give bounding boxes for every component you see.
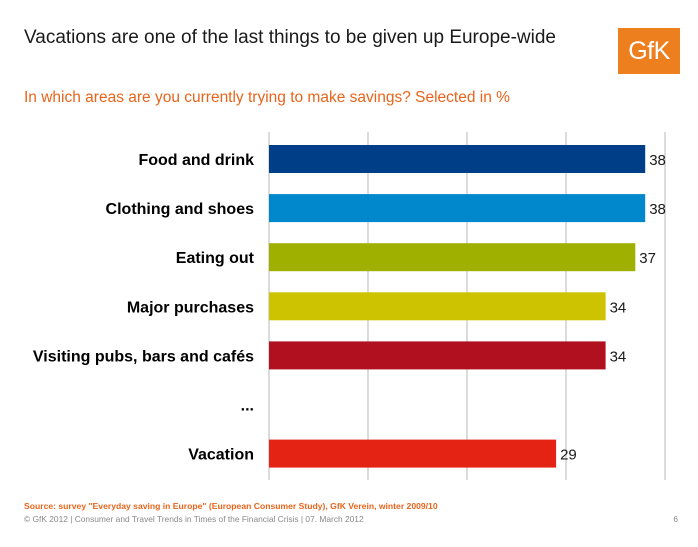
value-label: 34 xyxy=(610,348,627,365)
value-label: 38 xyxy=(649,201,666,218)
value-labels: 38 38 37 34 34 29 xyxy=(560,152,666,464)
category-label: Visiting pubs, bars and cafés xyxy=(33,348,254,365)
bar-chart: Food and drink Clothing and shoes Eating o… xyxy=(33,132,666,480)
bar xyxy=(269,145,646,173)
bar xyxy=(269,341,606,370)
footer-text: © GfK 2012 | Consumer and Travel Trends … xyxy=(24,514,364,524)
page-number: 6 xyxy=(673,514,678,524)
bar xyxy=(269,439,557,468)
category-label: Food and drink xyxy=(138,152,254,169)
category-label: ... xyxy=(241,398,254,415)
value-label: 29 xyxy=(560,447,577,464)
category-label: Vacation xyxy=(188,447,254,464)
value-label: 37 xyxy=(639,250,656,267)
source-note: Source: survey "Everyday saving in Europ… xyxy=(24,501,438,511)
category-label: Eating out xyxy=(176,250,255,267)
bar xyxy=(269,243,636,272)
chart-bars xyxy=(269,145,646,468)
category-label: Clothing and shoes xyxy=(106,201,255,218)
slide-title: Vacations are one of the last things to … xyxy=(24,27,556,48)
category-labels: Food and drink Clothing and shoes Eating o… xyxy=(33,152,255,464)
bar xyxy=(269,292,606,321)
slide-subtitle: In which areas are you currently trying … xyxy=(24,89,510,106)
category-label: Major purchases xyxy=(127,299,254,316)
value-label: 38 xyxy=(649,152,666,169)
bar xyxy=(269,194,646,223)
gfk-logo: GfK xyxy=(618,28,680,74)
value-label: 34 xyxy=(610,299,627,316)
